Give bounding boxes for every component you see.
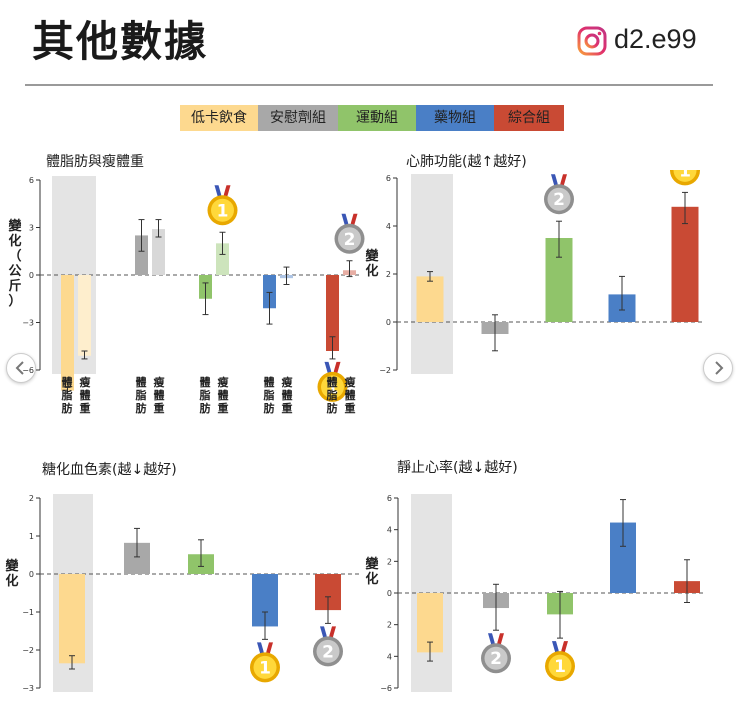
y-tick-label: 6 bbox=[387, 494, 392, 503]
gold-medal-icon: 1 bbox=[670, 170, 700, 186]
y-tick-label: 6 bbox=[29, 176, 34, 185]
x-tick-label-body-fat: 體脂肪 bbox=[61, 375, 73, 415]
chevron-right-icon bbox=[715, 361, 724, 375]
y-axis-label: 變化 bbox=[365, 556, 379, 587]
chart-resting-heart-rate: −6 4 2 0 2 4 6 2 1 變化 bbox=[365, 494, 705, 693]
legend-item-low-cal: 低卡飲食 bbox=[180, 105, 258, 131]
chart-title-hba1c: 糖化血色素(越↓越好) bbox=[42, 462, 177, 478]
chart-cardio-fitness: −2 0 2 4 6 2 1 變化 bbox=[365, 170, 705, 375]
instagram-icon bbox=[577, 26, 607, 56]
x-tick-label-body-fat: 體脂肪 bbox=[135, 375, 147, 415]
instagram-handle: d2.e99 bbox=[614, 24, 697, 54]
y-tick-label: 1 bbox=[29, 532, 34, 541]
gold-medal-icon: 1 bbox=[317, 361, 348, 402]
svg-text:1: 1 bbox=[679, 170, 691, 181]
x-tick-label-body-fat: 體脂肪 bbox=[199, 375, 211, 415]
bar bbox=[263, 275, 276, 309]
svg-text:1: 1 bbox=[554, 657, 566, 677]
y-axis-label: 變化 bbox=[365, 248, 379, 279]
y-axis-label: 變化（公斤） bbox=[8, 218, 22, 309]
bar bbox=[326, 275, 339, 351]
y-tick-label: 2 bbox=[386, 270, 391, 279]
y-tick-label: 4 bbox=[386, 222, 391, 231]
gold-medal-icon: 1 bbox=[250, 642, 280, 683]
x-tick-label-body-fat: 體脂肪 bbox=[326, 375, 338, 415]
bar bbox=[671, 206, 699, 322]
svg-text:2: 2 bbox=[553, 190, 565, 210]
carousel-prev-button[interactable] bbox=[6, 353, 36, 383]
y-tick-label: 0 bbox=[386, 318, 391, 327]
chart-title-resting-heart-rate: 靜止心率(越↓越好) bbox=[397, 460, 518, 476]
y-tick-label: 2 bbox=[387, 557, 392, 566]
y-tick-label: 4 bbox=[387, 526, 392, 535]
bar bbox=[216, 243, 229, 275]
y-tick-label: 2 bbox=[387, 621, 392, 630]
y-tick-label: −2 bbox=[22, 646, 34, 655]
svg-text:1: 1 bbox=[259, 658, 271, 678]
y-tick-label: 0 bbox=[29, 271, 34, 280]
silver-medal-icon: 2 bbox=[481, 633, 511, 674]
y-tick-label: −2 bbox=[379, 366, 391, 375]
silver-medal-icon: 2 bbox=[313, 626, 343, 667]
svg-text:2: 2 bbox=[490, 649, 502, 669]
y-tick-label: 3 bbox=[29, 224, 34, 233]
chart-title-body-fat-lean-mass: 體脂肪與瘦體重 bbox=[46, 154, 144, 170]
bar bbox=[416, 276, 444, 322]
baseline-shade bbox=[411, 174, 453, 374]
y-tick-label: −6 bbox=[22, 366, 34, 375]
y-tick-label: −1 bbox=[22, 608, 34, 617]
y-tick-label: 6 bbox=[386, 174, 391, 183]
svg-text:1: 1 bbox=[327, 378, 339, 398]
legend-item-placebo: 安慰劑組 bbox=[258, 105, 338, 131]
y-tick-label: −3 bbox=[22, 319, 34, 328]
y-tick-label: 2 bbox=[29, 494, 34, 503]
legend-item-drug: 藥物組 bbox=[416, 105, 494, 131]
x-tick-label-lean-mass: 瘦體重 bbox=[218, 375, 229, 415]
chevron-left-icon bbox=[15, 361, 24, 375]
x-tick-label-lean-mass: 瘦體重 bbox=[154, 375, 165, 415]
svg-text:2: 2 bbox=[344, 230, 356, 250]
x-tick-label-lean-mass: 瘦體重 bbox=[80, 375, 91, 415]
bar bbox=[152, 229, 165, 275]
gold-medal-icon: 1 bbox=[207, 185, 238, 226]
page-title: 其他數據 bbox=[32, 17, 209, 66]
bar bbox=[61, 275, 74, 391]
header-divider bbox=[25, 84, 713, 86]
svg-text:2: 2 bbox=[322, 642, 334, 662]
bar bbox=[78, 275, 91, 356]
legend: 低卡飲食 安慰劑組 運動組 藥物組 綜合組 bbox=[180, 105, 564, 131]
x-tick-label-lean-mass: 瘦體重 bbox=[282, 375, 293, 415]
y-axis-label: 變化 bbox=[5, 558, 19, 589]
chart-hba1c: −3 −2 −1 0 1 2 1 2 變化 bbox=[5, 494, 360, 693]
y-tick-label: 4 bbox=[387, 652, 392, 661]
x-tick-label-lean-mass: 瘦體重 bbox=[345, 375, 356, 415]
bar bbox=[135, 235, 148, 275]
x-tick-label-body-fat: 體脂肪 bbox=[263, 375, 275, 415]
svg-text:1: 1 bbox=[217, 201, 229, 221]
y-tick-label: 0 bbox=[387, 589, 392, 598]
silver-medal-icon: 2 bbox=[334, 213, 365, 254]
legend-item-exercise: 運動組 bbox=[338, 105, 416, 131]
silver-medal-icon: 2 bbox=[544, 174, 574, 215]
carousel-next-button[interactable] bbox=[703, 353, 733, 383]
y-tick-label: −3 bbox=[22, 684, 34, 693]
chart-title-cardio-fitness: 心肺功能(越↑越好) bbox=[406, 154, 527, 170]
chart-body-fat-lean-mass: −6−3036121變化（公斤）體脂肪瘦體重體脂肪瘦體重體脂肪瘦體重體脂肪瘦體重… bbox=[8, 176, 365, 415]
y-tick-label: −6 bbox=[380, 684, 392, 693]
bar bbox=[59, 574, 85, 664]
legend-item-combined: 綜合組 bbox=[494, 105, 564, 131]
y-tick-label: 0 bbox=[29, 570, 34, 579]
gold-medal-icon: 1 bbox=[545, 641, 575, 682]
